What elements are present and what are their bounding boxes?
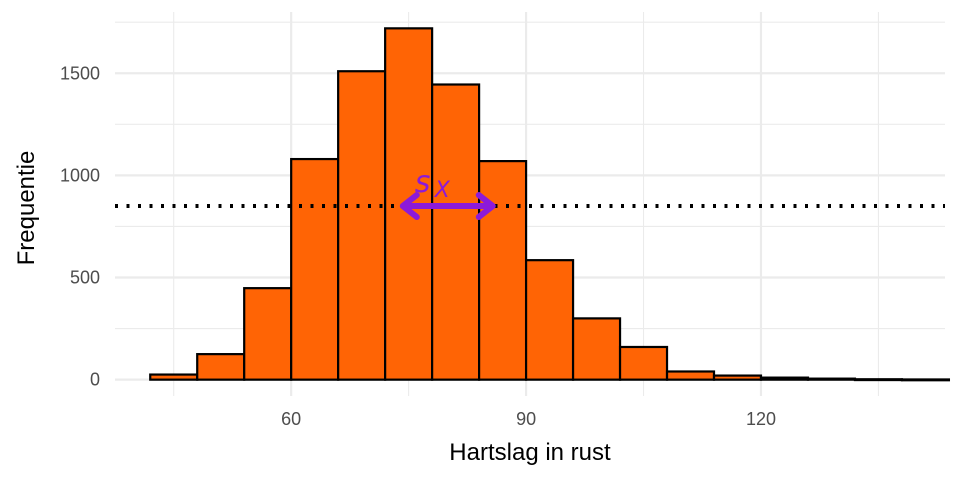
- histogram-bar: [712, 374, 763, 381]
- histogram-bar: [478, 160, 528, 381]
- histogram-bar: [900, 378, 951, 382]
- sx-label-subscript: X: [434, 178, 451, 203]
- histogram-bar: [337, 70, 387, 381]
- histogram-bar: [524, 259, 575, 381]
- arrow-head-right: [475, 192, 496, 221]
- x-tick-label: 90: [516, 409, 536, 429]
- histogram-bar: [196, 353, 246, 381]
- histogram-bar: [665, 370, 716, 381]
- sx-label: s: [415, 165, 431, 200]
- y-tick-label: 1500: [60, 63, 100, 83]
- x-tick-label: 120: [746, 409, 776, 429]
- histogram-bar: [806, 377, 857, 381]
- y-tick-label: 0: [90, 370, 100, 390]
- y-axis-title: Frequentie: [13, 151, 40, 266]
- x-axis-title: Hartslag in rust: [449, 439, 611, 466]
- y-tick-label: 500: [70, 268, 100, 288]
- histogram-bar: [431, 83, 481, 381]
- histogram-bar: [759, 376, 810, 381]
- histogram-bar: [290, 157, 340, 381]
- y-tick-label: 1000: [60, 165, 100, 185]
- arrow-head-left: [399, 192, 420, 221]
- histogram-bar: [243, 287, 293, 381]
- x-tick-label: 60: [281, 409, 301, 429]
- tick-labels: 60 90 120 0 500 1000 1500: [60, 63, 776, 429]
- histogram-bar: [618, 345, 669, 381]
- histogram-bar: [149, 373, 199, 381]
- grid-lines: [115, 12, 945, 396]
- histogram-bars: [149, 27, 951, 382]
- histogram-bar: [853, 378, 904, 382]
- histogram-bar: [571, 317, 622, 381]
